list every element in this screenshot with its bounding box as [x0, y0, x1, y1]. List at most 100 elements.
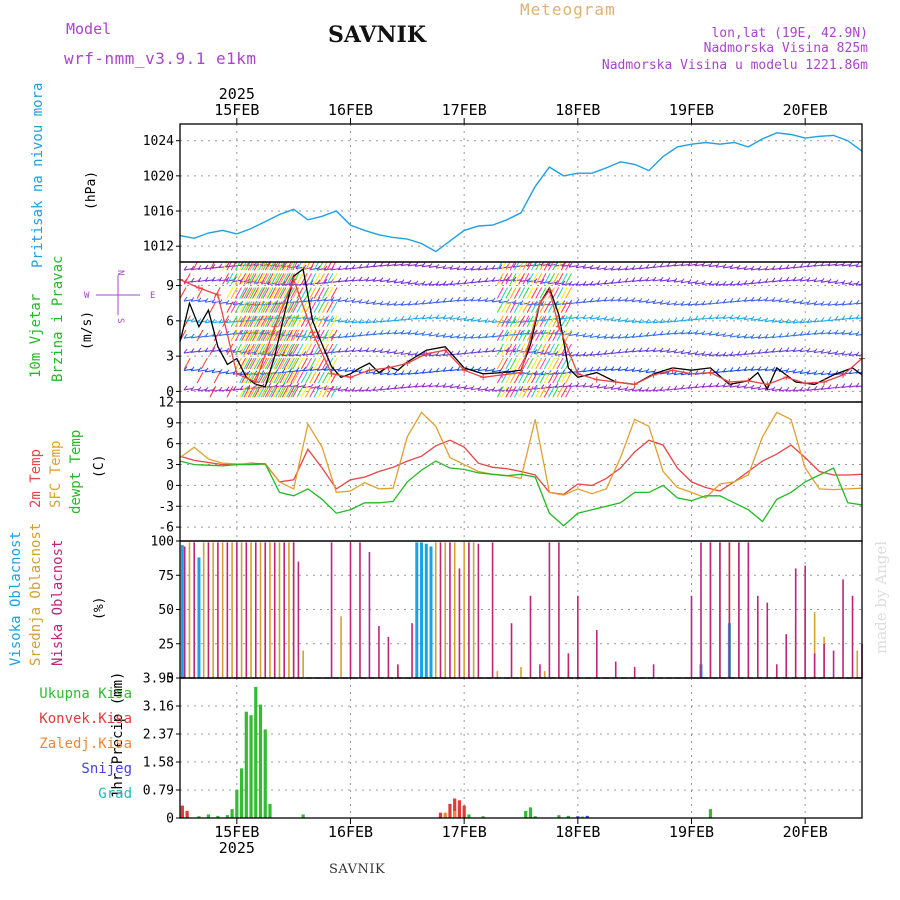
wind-band-arrow: [281, 343, 289, 356]
wind-band-arrow: [535, 343, 543, 356]
cloud-low-bar: [738, 542, 740, 678]
wind-band-arrow: [214, 273, 220, 284]
wind-arrow-head: [799, 299, 804, 305]
wind-arrow: [841, 332, 852, 335]
wind-arrow: [701, 264, 712, 267]
wind-arrow: [764, 319, 775, 323]
wind-band-arrow: [200, 357, 208, 370]
wind-arrow-head: [582, 332, 587, 338]
cloud-high-bar: [197, 557, 201, 678]
wind-arrow-head: [484, 277, 489, 283]
wind-arrow: [295, 385, 306, 388]
wind-band-arrow: [309, 371, 317, 384]
wind-arrow: [484, 299, 495, 303]
wind-arrow: [365, 349, 376, 353]
wind-band-arrow: [496, 386, 504, 398]
wind-arrow: [757, 318, 768, 322]
wind-band-arrow: [313, 262, 320, 271]
precip-legend-total: Ukupna Kisa: [39, 686, 132, 702]
wind-band-arrow: [256, 301, 264, 313]
wind-arrow-head: [442, 264, 447, 270]
wind-arrow-head: [449, 366, 454, 372]
cloud-low-bar: [359, 542, 361, 678]
wind-arrow: [337, 368, 348, 372]
cloud-mid-bar: [240, 542, 243, 678]
wind-arrow-head: [267, 314, 272, 320]
wind-arrow-head: [813, 348, 818, 353]
wind-band-arrow: [313, 357, 321, 370]
wind-band-arrow: [552, 262, 558, 271]
wind-band-arrow: [262, 262, 268, 271]
wind-arrow-head: [624, 296, 629, 302]
wind-band-arrow: [230, 262, 237, 271]
wind-arrow: [197, 320, 208, 324]
wind-gust-marker: [650, 371, 657, 378]
wind-arrow-head: [820, 278, 825, 283]
wind-arrow: [596, 317, 607, 321]
wind-band-arrow: [279, 357, 287, 370]
wind-arrow: [225, 302, 236, 305]
cloud-low-bar: [349, 542, 352, 678]
wind-arrow-head: [785, 332, 790, 337]
wind-band-arrow: [269, 315, 276, 327]
wind-arrow-head: [666, 317, 671, 323]
wind-gust-marker: [802, 380, 809, 387]
cloud-low-bar: [273, 542, 276, 678]
wind-arrow: [701, 353, 712, 356]
wind-band-arrow: [275, 315, 283, 327]
wind-arrow-head: [386, 329, 391, 335]
wind-arrow-head: [323, 278, 328, 284]
wind-arrow-head: [561, 262, 566, 267]
wind-band-arrow: [317, 357, 325, 370]
wind-arrow-head: [694, 383, 699, 389]
y-tick-label: 0.79: [143, 784, 174, 799]
cloud-low-bar: [397, 664, 399, 678]
y-tick-label: -6: [158, 521, 174, 536]
wind-arrow-head: [428, 331, 433, 337]
cloud-high-bar: [429, 546, 433, 678]
wind-gust-marker: [423, 350, 430, 357]
wind-band-arrow: [543, 273, 551, 285]
wind-band-arrow: [513, 386, 521, 398]
wind-arrow: [351, 300, 362, 304]
wind-arrow-head: [582, 298, 587, 303]
wind-band-arrow: [539, 329, 547, 342]
wind-band-arrow: [253, 262, 260, 271]
wind-band-arrow: [296, 315, 304, 327]
wind-arrow: [855, 317, 862, 320]
wind-band-arrow: [193, 302, 199, 313]
cloud-low-bar: [368, 551, 371, 678]
wind-arrow: [190, 388, 201, 392]
wind-arrow-head: [239, 317, 244, 323]
wind-arrow-head: [428, 281, 433, 286]
wind-arrow: [386, 351, 397, 354]
wind-arrow-head: [855, 262, 860, 268]
wind-band-arrow: [180, 302, 186, 313]
wind-band-arrow: [556, 371, 564, 384]
wind-arrow-head: [505, 318, 510, 324]
wind-arrow-head: [617, 385, 622, 391]
wind-arrow-head: [351, 264, 356, 270]
wind-arrow-head: [771, 333, 776, 339]
wind-arrow: [617, 387, 628, 391]
wind-arrow-head: [589, 280, 594, 286]
cloud-mid-bar: [543, 671, 546, 678]
wind-arrow-head: [575, 382, 580, 388]
wind-band-arrow: [180, 372, 186, 383]
wind-arrow: [659, 279, 670, 282]
wind-arrow-head: [358, 368, 363, 374]
precip-legend-convective: Konvek.Kisa: [39, 711, 132, 727]
wind-band-arrow: [513, 343, 521, 356]
wind-arrow-head: [687, 384, 692, 389]
wind-band-arrow: [213, 287, 221, 299]
wind-band-arrow: [530, 386, 538, 398]
wind-arrow-head: [505, 276, 510, 282]
precip-total-bar: [481, 816, 485, 818]
wind-band-arrow: [258, 315, 266, 327]
wind-arrow: [792, 370, 803, 374]
cloud-low-bar: [283, 542, 285, 678]
wind-arrow-head: [645, 263, 650, 269]
precip-convective-bar: [438, 812, 443, 818]
wind-arrow-head: [827, 370, 832, 376]
wind-arrow-head: [435, 281, 440, 286]
